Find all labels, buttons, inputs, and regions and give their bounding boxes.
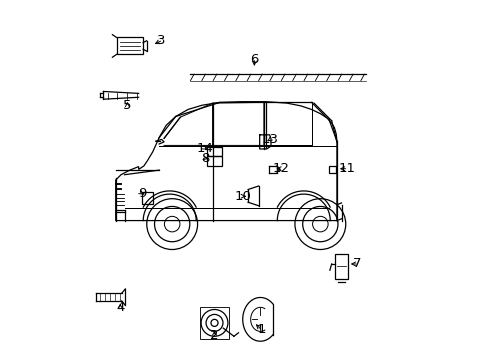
Text: 8: 8 [201, 152, 209, 165]
Text: 4: 4 [116, 301, 124, 314]
Text: 1: 1 [257, 323, 265, 336]
Text: 6: 6 [250, 53, 258, 66]
Text: 11: 11 [338, 162, 355, 175]
Text: 3: 3 [157, 34, 165, 47]
Text: 14: 14 [196, 142, 213, 155]
Text: 5: 5 [123, 99, 131, 112]
Text: 2: 2 [210, 329, 218, 342]
Text: 10: 10 [234, 190, 251, 203]
Text: 13: 13 [261, 133, 278, 146]
Text: 9: 9 [138, 187, 146, 200]
Text: 12: 12 [272, 162, 289, 175]
Text: 7: 7 [352, 257, 361, 270]
